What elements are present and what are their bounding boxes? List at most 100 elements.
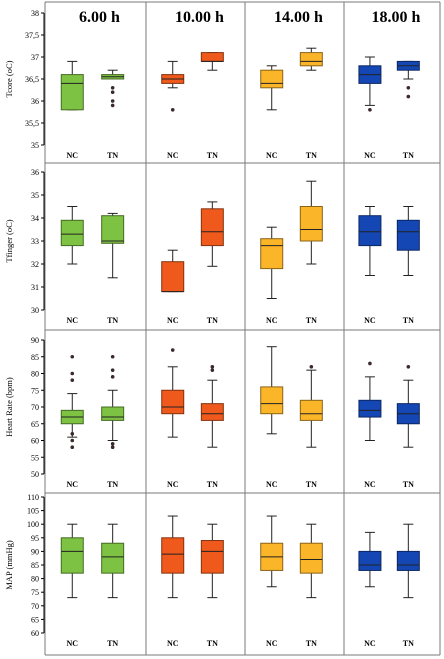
iqr-box [161, 389, 185, 415]
iqr-box [299, 399, 323, 421]
group-label: TN [207, 151, 218, 160]
box-nc: NC [358, 56, 382, 160]
box-tn: TN [299, 365, 323, 489]
group-label: NC [364, 480, 376, 489]
iqr-box [200, 52, 224, 62]
outlier-point [70, 371, 75, 376]
group-label: TN [107, 639, 118, 648]
box-tn: TN [200, 52, 224, 160]
outlier-point [70, 432, 75, 436]
group-label: TN [207, 639, 218, 648]
iqr-box [161, 537, 185, 574]
y-tick-label: 38 [31, 9, 39, 18]
group-label: NC [167, 151, 179, 160]
y-tick-label: 37,5 [25, 31, 39, 40]
outlier-point [110, 86, 115, 90]
outlier-point [406, 94, 411, 99]
panel-3: 60 65 70 75 80 85 90 95 100 105 110 MAP (mmHg) NC TN N… [4, 493, 420, 648]
group-label: NC [364, 639, 376, 648]
group-label: NC [364, 316, 376, 325]
iqr-box [396, 550, 420, 571]
group-label: TN [403, 639, 414, 648]
group-label: TN [403, 316, 414, 325]
outlier-point [170, 348, 175, 352]
outlier-point [110, 99, 115, 103]
outlier-point [210, 365, 215, 369]
iqr-box [358, 215, 382, 247]
iqr-box [299, 542, 323, 574]
outlier-point [70, 354, 75, 359]
outlier-point [110, 375, 115, 379]
outlier-point [368, 108, 372, 112]
y-tick-label: 36 [31, 168, 39, 177]
group-label: NC [364, 151, 376, 160]
outlier-point [110, 103, 115, 108]
panel-0: 35 35,5 36 36,5 37 37,5 38 Tcore (oC) NC TN NC TN NC… [4, 9, 420, 160]
outlier-point [70, 445, 75, 450]
y-tick-label: 80 [31, 575, 39, 584]
y-axis-title: Heart Rate (bpm) [4, 377, 14, 437]
y-tick-label: 55 [31, 453, 39, 462]
iqr-box [60, 74, 84, 111]
group-label: NC [66, 151, 78, 160]
panel-1: 30 31 32 33 34 35 36 Tfinger (oC) NC TN NC TN NC TN NC… [4, 168, 420, 325]
y-tick-label: 65 [31, 615, 39, 624]
box-nc: NC [60, 354, 84, 489]
iqr-box [358, 550, 382, 571]
y-tick-label: 90 [31, 336, 39, 345]
box-nc: NC [60, 523, 84, 648]
y-tick-label: 34 [31, 214, 39, 223]
group-label: TN [107, 316, 118, 325]
iqr-box [101, 406, 125, 421]
iqr-box [101, 542, 125, 574]
group-label: TN [306, 316, 317, 325]
outlier-point [309, 365, 314, 369]
group-label: NC [266, 151, 278, 160]
group-label: TN [207, 316, 218, 325]
box-tn: TN [200, 523, 224, 648]
box-nc: NC [358, 531, 382, 648]
outlier-point [368, 361, 372, 366]
outlier-point [406, 86, 411, 90]
y-tick-label: 33 [31, 237, 39, 246]
iqr-box [260, 69, 284, 89]
chart-panels: 35 35,5 36 36,5 37 37,5 38 Tcore (oC) NC TN NC TN NC… [4, 9, 420, 648]
box-tn: TN [396, 60, 420, 160]
time-point-header: 10.00 h [175, 9, 224, 26]
time-point-header: 6.00 h [79, 9, 120, 26]
iqr-box [299, 206, 323, 242]
group-label: TN [306, 480, 317, 489]
group-label: TN [306, 639, 317, 648]
y-tick-label: 36,5 [25, 75, 39, 84]
y-tick-label: 75 [31, 386, 39, 395]
outlier-point [170, 108, 175, 112]
y-tick-label: 60 [31, 437, 39, 446]
outlier-point [110, 445, 115, 450]
panel-grid-lines [44, 1, 441, 656]
group-label: NC [266, 316, 278, 325]
time-point-header: 18.00 h [372, 9, 421, 26]
y-axis-title: Tcore (oC) [4, 60, 14, 97]
group-label: NC [266, 480, 278, 489]
group-label: TN [207, 480, 218, 489]
box-tn: TN [200, 365, 224, 489]
y-tick-label: 65 [31, 420, 39, 429]
box-nc: NC [260, 346, 284, 489]
y-tick-label: 50 [31, 470, 39, 479]
box-nc: NC [161, 348, 185, 489]
outlier-point [210, 368, 215, 372]
box-nc: NC [260, 65, 284, 160]
iqr-box [200, 208, 224, 247]
box-nc: NC [161, 515, 185, 648]
outlier-point [110, 354, 115, 359]
box-tn: TN [101, 69, 125, 160]
iqr-box [200, 540, 224, 574]
group-label: NC [167, 316, 179, 325]
iqr-box [161, 261, 185, 293]
y-tick-label: 95 [31, 534, 39, 543]
y-tick-label: 100 [27, 520, 39, 529]
box-nc: NC [358, 361, 382, 489]
y-tick-label: 75 [31, 588, 39, 597]
box-tn: TN [101, 212, 125, 325]
